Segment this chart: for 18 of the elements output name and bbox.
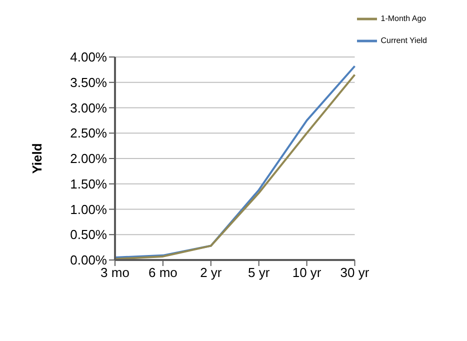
y-tick-label: 3.00% xyxy=(70,100,108,116)
y-tick-label: 1.50% xyxy=(70,176,108,192)
y-tick-label: 2.00% xyxy=(70,151,108,166)
x-tick-label: 6 mo xyxy=(148,265,178,280)
y-tick-label: 3.50% xyxy=(70,74,108,90)
y-tick-label: 0.50% xyxy=(70,227,108,242)
x-tick-label: 3 mo xyxy=(100,265,130,280)
x-tick-label: 5 yr xyxy=(248,265,270,280)
x-tick-label: 30 yr xyxy=(340,265,370,280)
legend-label: Current Yield xyxy=(380,36,427,45)
x-tick-label: 10 yr xyxy=(292,265,322,280)
legend-label: 1-Month Ago xyxy=(380,14,426,23)
y-axis-title: Yield xyxy=(30,143,45,174)
y-tick-label: 1.00% xyxy=(70,202,108,217)
y-tick-label: 2.50% xyxy=(70,126,108,141)
x-tick-label: 2 yr xyxy=(200,265,222,280)
y-tick-label: 4.00% xyxy=(70,50,108,65)
y-tick-label: 0.00% xyxy=(70,252,108,268)
